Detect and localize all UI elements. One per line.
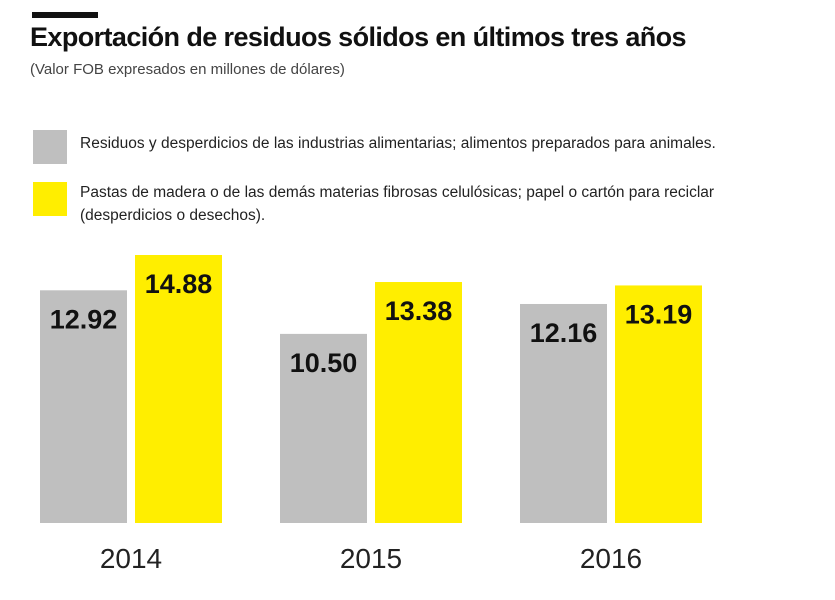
legend-swatch-gray [33,130,67,164]
bar-value-label-pastas-2014: 14.88 [145,269,213,299]
bar-value-label-residuos-2014: 12.92 [50,304,118,334]
bar-pastas-2015 [375,282,462,523]
bar-residuos-2014 [40,290,127,523]
chart-subtitle: (Valor FOB expresados en millones de dól… [30,61,345,78]
bar-value-label-pastas-2016: 13.19 [625,299,693,329]
bar-residuos-2015 [280,333,367,523]
bar-pastas-2016 [615,285,702,523]
x-tick-label-2014: 2014 [100,543,162,574]
x-tick-label-2016: 2016 [580,543,642,574]
legend-label-pastas: Pastas de madera o de las demás materias… [80,181,820,227]
bar-value-label-residuos-2016: 12.16 [530,318,598,348]
legend-label-pastas-line1: Pastas de madera o de las demás materias… [80,184,715,201]
bar-value-label-residuos-2015: 10.50 [290,348,358,378]
legend-swatch-yellow [33,182,67,216]
legend-label-residuos: Residuos y desperdicios de las industria… [80,135,716,152]
chart-title: Exportación de residuos sólidos en últim… [30,22,687,52]
legend-label-pastas-line2: (desperdicios o desechos). [80,207,266,224]
bar-value-label-pastas-2015: 13.38 [385,296,453,326]
title-accent-rule [32,12,98,18]
bar-residuos-2016 [520,303,607,523]
x-tick-label-2015: 2015 [340,543,402,574]
bar-pastas-2014 [135,255,222,523]
